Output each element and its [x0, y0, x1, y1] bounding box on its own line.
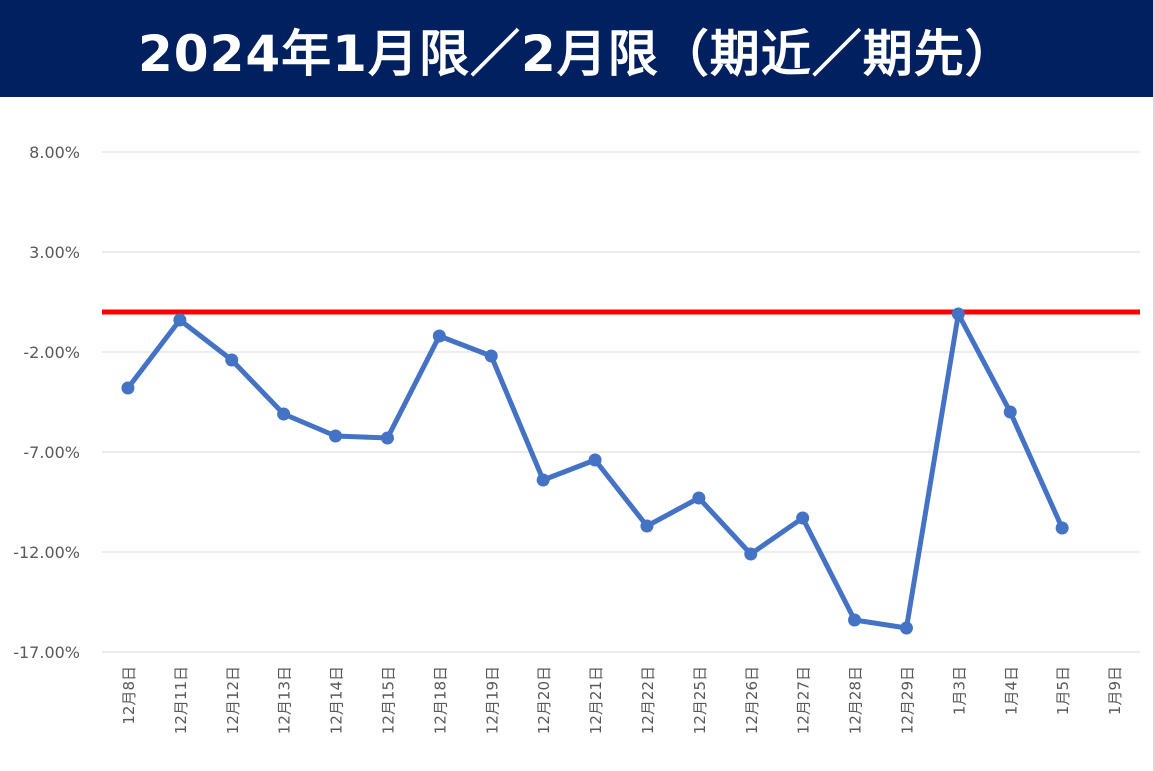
chart-title: 2024年1月限／2月限（期近／期先）	[138, 25, 1016, 83]
x-tick-label: 1月4日	[1002, 666, 1020, 715]
data-point	[225, 353, 239, 367]
x-tick-label: 12月12日	[224, 666, 242, 734]
data-point	[380, 431, 394, 445]
x-tick-label: 12月22日	[639, 666, 657, 734]
x-tick-label: 12月26日	[743, 666, 761, 734]
x-tick-label: 12月20日	[535, 666, 553, 734]
y-tick-label: -2.00%	[23, 343, 80, 362]
x-tick-label: 12月18日	[431, 666, 449, 734]
x-tick-label: 12月28日	[847, 666, 865, 734]
data-point	[432, 329, 446, 343]
data-point	[692, 491, 706, 505]
x-tick-label: 12月15日	[379, 666, 397, 734]
x-tick-label: 1月3日	[950, 666, 968, 715]
x-tick-label: 12月14日	[328, 666, 346, 734]
data-point	[848, 613, 862, 627]
data-point	[121, 381, 135, 395]
data-point	[588, 453, 602, 467]
x-tick-label: 12月29日	[898, 666, 916, 734]
data-point	[640, 519, 654, 533]
x-tick-label: 12月11日	[172, 666, 190, 734]
data-point	[484, 349, 498, 363]
y-tick-label: -12.00%	[13, 543, 80, 562]
data-point	[796, 511, 810, 525]
data-point	[173, 313, 187, 327]
title-bar: 2024年1月限／2月限（期近／期先）	[0, 0, 1153, 97]
series-line	[125, 311, 1065, 631]
data-point	[899, 621, 913, 635]
x-tick-label: 12月8日	[120, 666, 138, 725]
data-point	[536, 473, 550, 487]
data-point	[1003, 405, 1017, 419]
x-tick-label: 1月9日	[1106, 666, 1124, 715]
y-tick-label: -7.00%	[23, 443, 80, 462]
y-tick-label: 3.00%	[29, 243, 80, 262]
y-tick-label: -17.00%	[13, 643, 80, 662]
data-point	[1055, 521, 1069, 535]
x-tick-label: 12月19日	[483, 666, 501, 734]
x-tick-label: 12月25日	[691, 666, 709, 734]
x-tick-label: 12月13日	[276, 666, 294, 734]
x-tick-label: 12月21日	[587, 666, 605, 734]
x-tick-label: 1月5日	[1054, 666, 1072, 715]
data-point	[951, 307, 965, 321]
data-point	[329, 429, 343, 443]
y-tick-label: 8.00%	[29, 143, 80, 162]
data-point	[744, 547, 758, 561]
x-tick-label: 12月27日	[795, 666, 813, 734]
data-point	[277, 407, 291, 421]
